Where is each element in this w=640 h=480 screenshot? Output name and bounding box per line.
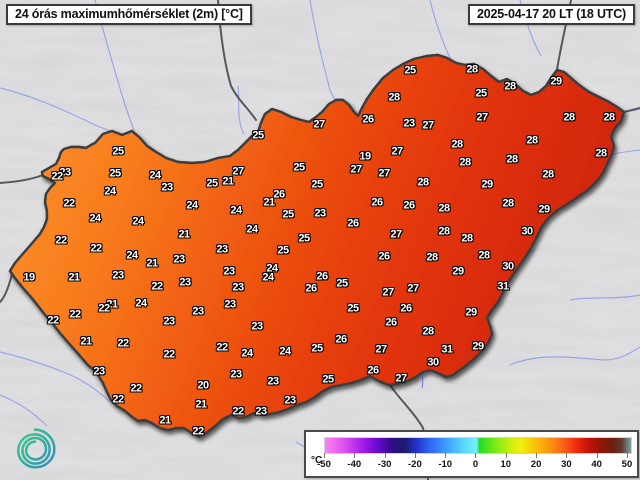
color-scale-legend: °C -50 -40 -30 -20 -10 0 10 20 30 40 50 xyxy=(304,430,639,478)
legend-tick-mark xyxy=(505,453,507,458)
legend-tick-label: 50 xyxy=(621,459,633,470)
legend-tick-mark xyxy=(566,453,568,458)
legend-tick-label: -30 xyxy=(377,459,392,470)
legend-tick-mark xyxy=(596,453,598,458)
legend-tick-label: 10 xyxy=(500,459,512,470)
legend-tick-mark xyxy=(475,453,477,458)
legend-tick-label: 30 xyxy=(561,459,572,470)
legend-tick-mark xyxy=(414,453,416,458)
legend-tick-label: 0 xyxy=(472,459,479,470)
legend-tick-mark xyxy=(324,453,325,458)
legend-tick-label: 20 xyxy=(530,459,542,470)
legend-tick-label: -40 xyxy=(347,459,362,470)
legend-tick-mark xyxy=(445,453,447,458)
hungaromet-spiral-logo xyxy=(17,428,56,469)
legend-tick-label: 40 xyxy=(591,459,602,470)
legend-tick-label: -20 xyxy=(408,459,422,470)
legend-tick-mark xyxy=(354,453,356,458)
legend-tick-mark xyxy=(536,453,538,458)
legend-tick-label: -50 xyxy=(317,459,331,470)
legend-unit-label: °C xyxy=(311,455,323,466)
legend-tick-label: -10 xyxy=(438,459,453,470)
map-title: 24 órás maximumhőmérséklet (2m) [°C] xyxy=(6,4,252,25)
legend-gradient-bar xyxy=(324,437,632,454)
legend-tick-mark xyxy=(626,453,628,458)
legend-tick-mark xyxy=(384,453,386,458)
map-timestamp: 2025-04-17 20 LT (18 UTC) xyxy=(468,4,635,25)
